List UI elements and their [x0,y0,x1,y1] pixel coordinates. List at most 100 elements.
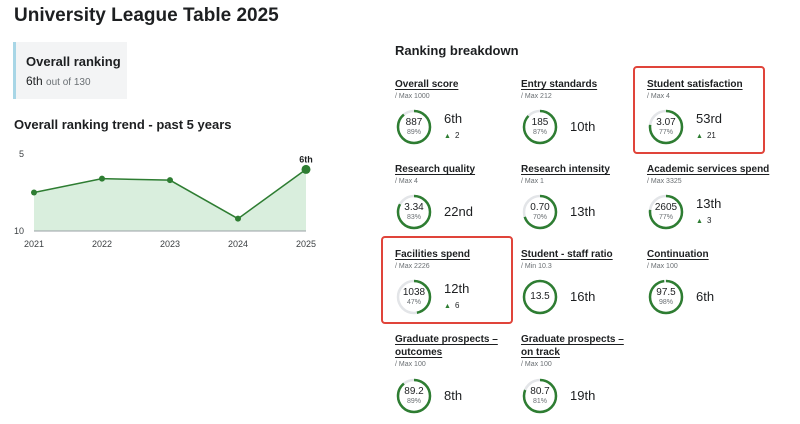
x-tick-2024: 2024 [228,239,248,249]
metric-rank: 8th [444,388,463,403]
metric-rank: 6th [696,289,715,304]
metric-name-link[interactable]: Student - staff ratio [521,249,613,260]
trend-point-2025 [301,164,311,174]
metric-gauge [396,378,432,414]
breakdown-title: Ranking breakdown [395,43,519,58]
gauge-fill [648,194,684,230]
ranking-trend-chart: 2021 2022 2023 2024 2025 5 10 6th [14,149,316,249]
metric-value: 80.7 [530,386,550,397]
trend-title: Overall ranking trend - past 5 years [14,117,232,132]
metric-percent: 83% [406,214,421,221]
trend-point-2021 [31,189,37,196]
highlight-box [381,236,513,324]
metric-card: Academic services spend / Max 3325 2605 77%… [647,163,777,243]
metric-value: 3.34 [404,202,424,213]
metric-value: 887 [405,117,423,128]
metric-card: Research intensity / Max 1 0.70 70% 13th [521,163,651,243]
metric-card: Graduate prospects – outcomes / Max 100 89… [395,333,525,414]
arrow-up-icon: ▲ [696,218,703,225]
metric-max: / Max 100 [395,361,426,368]
metric-value: 3.07 [656,117,676,128]
metric-card: Student - staff ratio / Min 10.3 13.5 16th [521,248,651,328]
metric-percent: 77% [658,214,673,221]
metric-percent: 47% [406,299,421,306]
gauge-fill [648,279,684,315]
metric-value: 0.70 [530,202,550,213]
gauge-fill [522,109,558,145]
metric-name-link[interactable]: Facilities spend [395,249,471,260]
metric-name-link[interactable]: Student satisfaction [647,79,743,90]
metric-max: / Max 3325 [647,178,682,185]
metric-gauge [522,194,558,230]
metric-max: / Max 100 [647,263,678,270]
metric-card: Continuation / Max 100 97.5 98% 6th [647,248,777,328]
metric-gauge [522,279,558,315]
metric-percent: 70% [532,214,547,221]
metric-rank: 19th [570,388,596,403]
rank-change-value: 21 [706,131,716,140]
metric-rank-change: ▲ 3 [696,216,711,225]
y-tick-top: 5 [19,149,24,159]
gauge-fill [396,279,432,315]
metric-gauge [522,378,558,414]
metric-card: Research quality / Max 4 3.34 83% 22nd [395,163,525,243]
trend-area [34,169,306,231]
metric-name-link[interactable]: Continuation [647,249,709,260]
metric-rank-change: ▲ 6 [444,301,459,310]
metric-max: / Max 4 [647,93,670,100]
arrow-up-icon: ▲ [696,133,703,140]
x-tick-2021: 2021 [24,239,44,249]
metric-rank: 6th [444,111,463,126]
overall-rank: 6th [26,74,43,88]
metric-max: / Min 10.3 [521,263,552,270]
metric-name-link[interactable]: Overall score [395,79,459,90]
y-tick-bottom: 10 [14,226,24,236]
metric-value: 13.5 [530,291,550,302]
metric-max: / Max 212 [521,93,552,100]
metric-value: 2605 [654,202,678,213]
metric-rank: 13th [570,204,596,219]
metric-percent: 98% [658,299,673,306]
gauge-fill [396,194,432,230]
rank-change-value: 3 [706,216,712,225]
arrow-up-icon: ▲ [444,303,451,310]
trend-point-2023 [167,177,173,184]
trend-last-label: 6th [299,154,313,164]
metric-name-link[interactable]: Academic services spend [647,164,770,175]
metric-rank: 16th [570,289,596,304]
metric-gauge [648,194,684,230]
metric-max: / Max 100 [521,361,552,368]
page-title: University League Table 2025 [14,5,279,26]
metric-gauge [396,279,432,315]
metric-name-link[interactable]: Entry standards [521,79,598,90]
metric-name-link[interactable]: Research intensity [521,164,610,175]
x-tick-2025: 2025 [296,239,316,249]
metric-name-link[interactable]: Research quality [395,164,476,175]
metric-card: Student satisfaction / Max 4 3.07 77% 53rd ▲ 2… [647,78,777,158]
metric-gauge [648,109,684,145]
metric-gauge [396,109,432,145]
metric-card: Entry standards / Max 212 185 87% 10th [521,78,651,158]
gauge-fill [522,378,558,414]
metric-card: Facilities spend / Max 2226 1038 47% 12th ▲ 6 [395,248,525,328]
metric-value: 1038 [402,287,426,298]
metric-value: 97.5 [656,287,676,298]
x-tick-2023: 2023 [160,239,180,249]
metric-name-link[interactable]: Graduate prospects – on track [521,334,624,358]
metric-rank-change: ▲ 21 [696,131,716,140]
metric-gauge [396,194,432,230]
metric-name-link[interactable]: Graduate prospects – outcomes [395,334,498,358]
metric-percent: 77% [658,129,673,136]
rank-change-value: 2 [454,131,460,140]
overall-ranking-title: Overall ranking [26,54,121,69]
arrow-up-icon: ▲ [444,133,451,140]
x-tick-2022: 2022 [92,239,112,249]
gauge-fill [522,279,558,315]
gauge-fill [522,194,558,230]
rank-change-value: 6 [454,301,460,310]
metric-percent: 87% [532,129,547,136]
metric-rank: 53rd [696,111,723,126]
metric-value: 89.2 [404,386,424,397]
metric-rank: 22nd [444,204,473,219]
highlight-box [633,66,765,154]
